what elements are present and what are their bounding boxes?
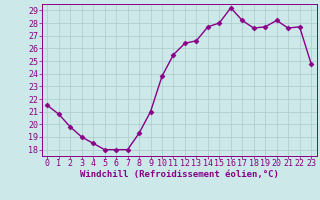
X-axis label: Windchill (Refroidissement éolien,°C): Windchill (Refroidissement éolien,°C) — [80, 170, 279, 179]
